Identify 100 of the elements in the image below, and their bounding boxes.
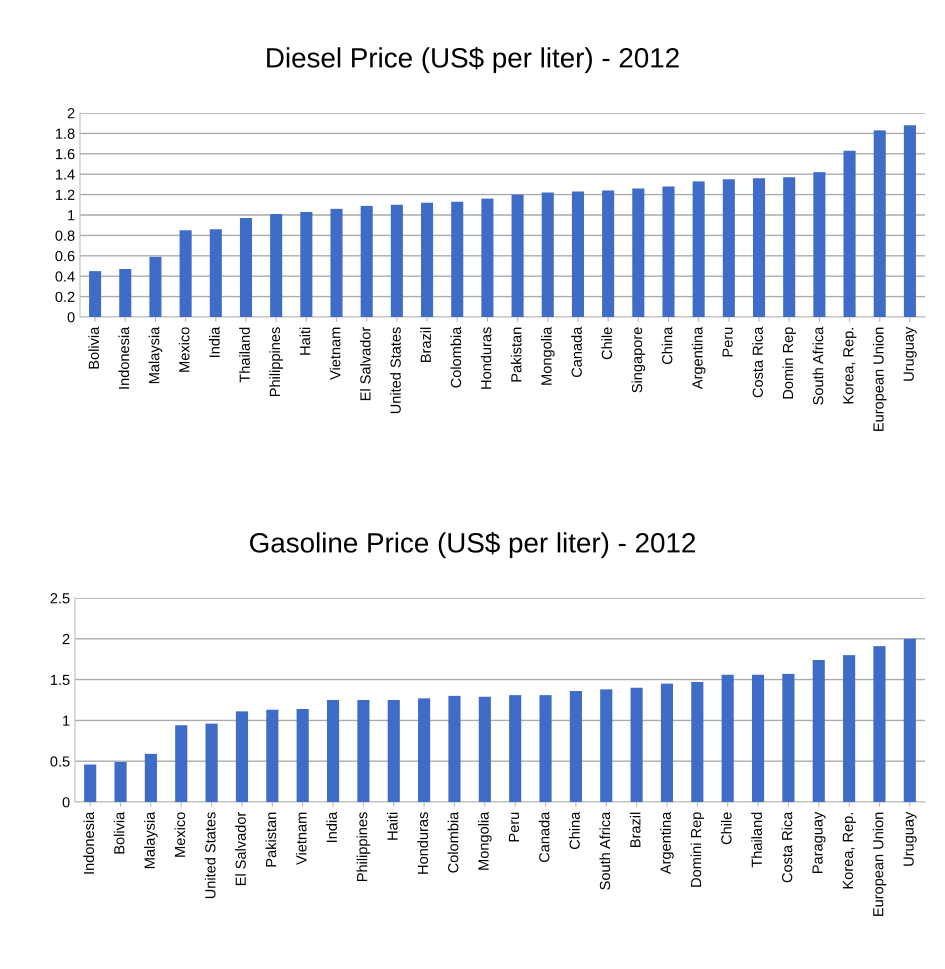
bar xyxy=(783,177,796,317)
bar xyxy=(175,725,188,802)
bar xyxy=(722,674,734,802)
bar xyxy=(542,192,554,317)
x-tick-label: Haiti xyxy=(300,328,310,355)
x-tick-label: Vietnam xyxy=(296,812,307,865)
x-tick-label: Vietnam xyxy=(330,328,340,380)
x-tick-label: Malaysia xyxy=(144,812,158,868)
x-tick-label: El Salvador xyxy=(360,326,371,400)
y-tick-label: 1.8 xyxy=(56,128,75,139)
bar xyxy=(874,130,886,317)
bar xyxy=(512,194,524,317)
bar xyxy=(119,269,132,317)
x-tick-label: Pakistan xyxy=(266,812,276,866)
x-tick-label: Domini Rep xyxy=(690,812,704,887)
y-tick-label: 0.2 xyxy=(55,292,74,302)
x-tick-label: South Africa xyxy=(812,326,824,405)
x-tick-label: European Union xyxy=(872,328,887,431)
bar xyxy=(330,208,343,317)
x-tick-label: Singapore xyxy=(632,327,646,393)
x-tick-label: Mexico xyxy=(174,812,186,857)
x-tick-label: Peru xyxy=(508,812,520,842)
bar xyxy=(632,188,644,317)
bar xyxy=(662,186,675,317)
bar xyxy=(149,256,162,317)
x-tick-label: Philippines xyxy=(269,327,283,396)
bar xyxy=(481,198,494,317)
y-tick-label: 1.5 xyxy=(50,674,70,686)
x-tick-label: Colombia xyxy=(450,326,462,388)
x-tick-label: European Union xyxy=(872,812,886,916)
x-tick-label: Mexico xyxy=(178,327,190,372)
bar xyxy=(691,682,704,802)
bar xyxy=(572,192,584,317)
bar xyxy=(210,229,222,317)
x-tick-label: Indonesia xyxy=(83,812,94,874)
x-tick-label: Bolivia xyxy=(114,812,124,854)
y-tick-label: 0 xyxy=(62,797,70,808)
bar xyxy=(418,698,430,802)
x-tick-label: Brazil xyxy=(630,812,641,847)
bar xyxy=(240,218,252,317)
x-tick-label: Costa Rica xyxy=(782,812,792,882)
x-tick-label: Honduras xyxy=(417,812,428,874)
bar xyxy=(300,212,312,317)
bar xyxy=(236,711,248,802)
bar xyxy=(84,764,96,802)
x-tick-label: Uruguay xyxy=(904,812,917,866)
x-tick-label: Malaysia xyxy=(148,326,162,384)
bar xyxy=(326,700,340,802)
bar xyxy=(539,695,552,802)
x-tick-label: Chile xyxy=(720,812,732,844)
x-tick-label: Mongolia xyxy=(478,812,492,870)
x-tick-label: Brazil xyxy=(420,328,431,362)
x-tick-label: Chile xyxy=(601,327,612,360)
x-tick-label: India xyxy=(209,326,220,357)
y-tick-label: 1.6 xyxy=(56,148,74,160)
bar xyxy=(180,230,192,317)
bar xyxy=(600,689,612,802)
y-tick-label: 1.2 xyxy=(56,190,74,200)
bar xyxy=(421,202,434,317)
x-tick-label: Korea, Rep. xyxy=(843,328,856,404)
y-tick-label: 0.4 xyxy=(55,271,75,282)
x-tick-label: Canada xyxy=(538,812,550,862)
x-tick-label: China xyxy=(569,812,580,850)
bar xyxy=(904,638,916,802)
x-tick-label: Thailand xyxy=(239,328,250,382)
x-tick-label: Paraguay xyxy=(812,812,826,873)
bar xyxy=(782,674,794,802)
bar xyxy=(844,150,856,317)
x-tick-label: Colombia xyxy=(448,812,458,873)
y-tick-label: 2 xyxy=(68,108,74,118)
bar xyxy=(390,204,403,317)
x-tick-label: Honduras xyxy=(480,327,492,389)
bar xyxy=(660,684,674,802)
y-tick-label: 0.8 xyxy=(55,230,75,241)
x-tick-label: Uruguay xyxy=(904,326,917,381)
x-tick-label: South Africa xyxy=(599,812,610,890)
bar xyxy=(873,646,886,802)
bar xyxy=(813,172,826,317)
bar xyxy=(630,688,643,802)
bar xyxy=(509,695,522,802)
bar xyxy=(114,762,127,802)
bar xyxy=(812,660,825,802)
bar xyxy=(602,190,614,317)
y-tick-label: 0 xyxy=(68,312,75,322)
bar xyxy=(752,674,764,802)
bar xyxy=(89,271,102,317)
x-tick-label: Mongolia xyxy=(540,326,555,385)
bar xyxy=(448,696,461,802)
bar xyxy=(904,125,916,317)
x-tick-label: Domin Rep xyxy=(782,327,796,398)
x-tick-label: Thailand xyxy=(751,812,762,868)
x-tick-label: India xyxy=(326,812,337,842)
bar xyxy=(570,691,582,802)
x-tick-label: China xyxy=(662,326,672,364)
x-tick-label: Indonesia xyxy=(118,326,130,389)
y-tick-label: 2.5 xyxy=(50,593,70,604)
x-tick-label: Costa Rica xyxy=(752,326,763,398)
bar xyxy=(266,710,278,802)
x-tick-label: El Salvador xyxy=(235,812,246,886)
y-tick-label: 1 xyxy=(68,210,74,220)
